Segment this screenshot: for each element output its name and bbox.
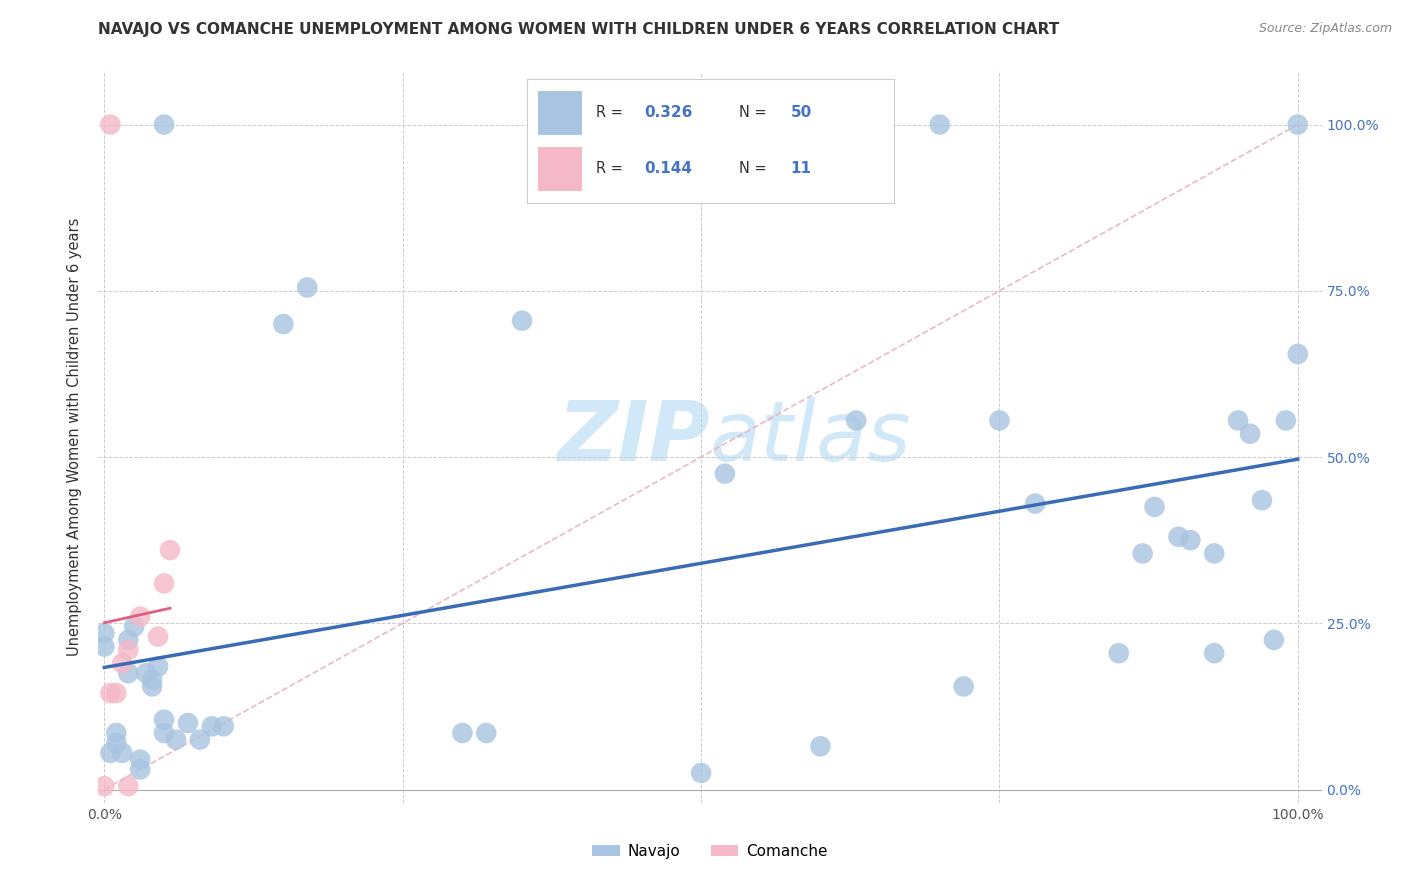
Point	[129, 609, 152, 624]
Point	[177, 716, 200, 731]
Point	[165, 732, 187, 747]
Point	[98, 686, 121, 700]
Point	[1180, 533, 1202, 548]
Point	[129, 753, 152, 767]
Text: NAVAJO VS COMANCHE UNEMPLOYMENT AMONG WOMEN WITH CHILDREN UNDER 6 YEARS CORRELAT: NAVAJO VS COMANCHE UNEMPLOYMENT AMONG WO…	[98, 22, 1060, 37]
Text: ZIP: ZIP	[557, 397, 710, 477]
Point	[1227, 413, 1250, 427]
Point	[111, 656, 134, 670]
Point	[153, 576, 176, 591]
Point	[1275, 413, 1298, 427]
Point	[141, 673, 163, 687]
Point	[105, 736, 128, 750]
Point	[188, 732, 211, 747]
Point	[1204, 646, 1226, 660]
Point	[510, 314, 533, 328]
Point	[153, 713, 176, 727]
Point	[105, 726, 128, 740]
Point	[153, 118, 176, 132]
Point	[988, 413, 1011, 427]
Point	[810, 739, 832, 754]
Point	[1251, 493, 1274, 508]
Y-axis label: Unemployment Among Women with Children Under 6 years: Unemployment Among Women with Children U…	[67, 218, 83, 657]
Point	[690, 765, 713, 780]
Legend: Navajo, Comanche: Navajo, Comanche	[586, 838, 834, 864]
Point	[451, 726, 474, 740]
Point	[1286, 347, 1309, 361]
Point	[1286, 118, 1309, 132]
Point	[117, 779, 139, 793]
Point	[475, 726, 498, 740]
Point	[1143, 500, 1166, 514]
Point	[111, 746, 134, 760]
Text: Source: ZipAtlas.com: Source: ZipAtlas.com	[1258, 22, 1392, 36]
Point	[273, 317, 295, 331]
Point	[153, 726, 176, 740]
Point	[98, 746, 121, 760]
Text: atlas: atlas	[710, 397, 911, 477]
Point	[1024, 497, 1046, 511]
Point	[93, 640, 115, 654]
Point	[105, 686, 128, 700]
Point	[159, 543, 181, 558]
Point	[928, 118, 950, 132]
Point	[117, 643, 139, 657]
Point	[1108, 646, 1130, 660]
Point	[952, 680, 974, 694]
Point	[212, 719, 235, 733]
Point	[93, 779, 115, 793]
Point	[117, 666, 139, 681]
Point	[129, 763, 152, 777]
Point	[146, 630, 169, 644]
Point	[98, 118, 121, 132]
Point	[714, 467, 737, 481]
Point	[135, 666, 157, 681]
Point	[141, 680, 163, 694]
Point	[1239, 426, 1261, 441]
Point	[1132, 546, 1154, 560]
Point	[845, 413, 868, 427]
Point	[201, 719, 224, 733]
Point	[1263, 632, 1285, 647]
Point	[297, 280, 319, 294]
Point	[93, 626, 115, 640]
Point	[1167, 530, 1189, 544]
Point	[122, 619, 145, 633]
Point	[1204, 546, 1226, 560]
Point	[117, 632, 139, 647]
Point	[146, 659, 169, 673]
